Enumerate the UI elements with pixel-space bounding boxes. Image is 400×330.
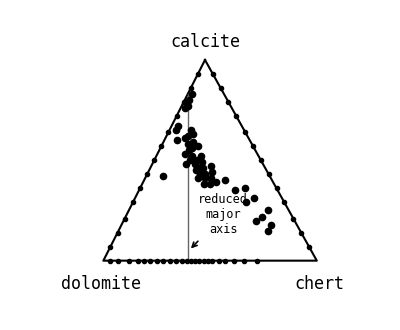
- Text: dolomite: dolomite: [61, 275, 141, 293]
- Text: calcite: calcite: [170, 33, 240, 51]
- Text: reduced
major
axis: reduced major axis: [192, 193, 248, 247]
- Text: chert: chert: [294, 275, 344, 293]
